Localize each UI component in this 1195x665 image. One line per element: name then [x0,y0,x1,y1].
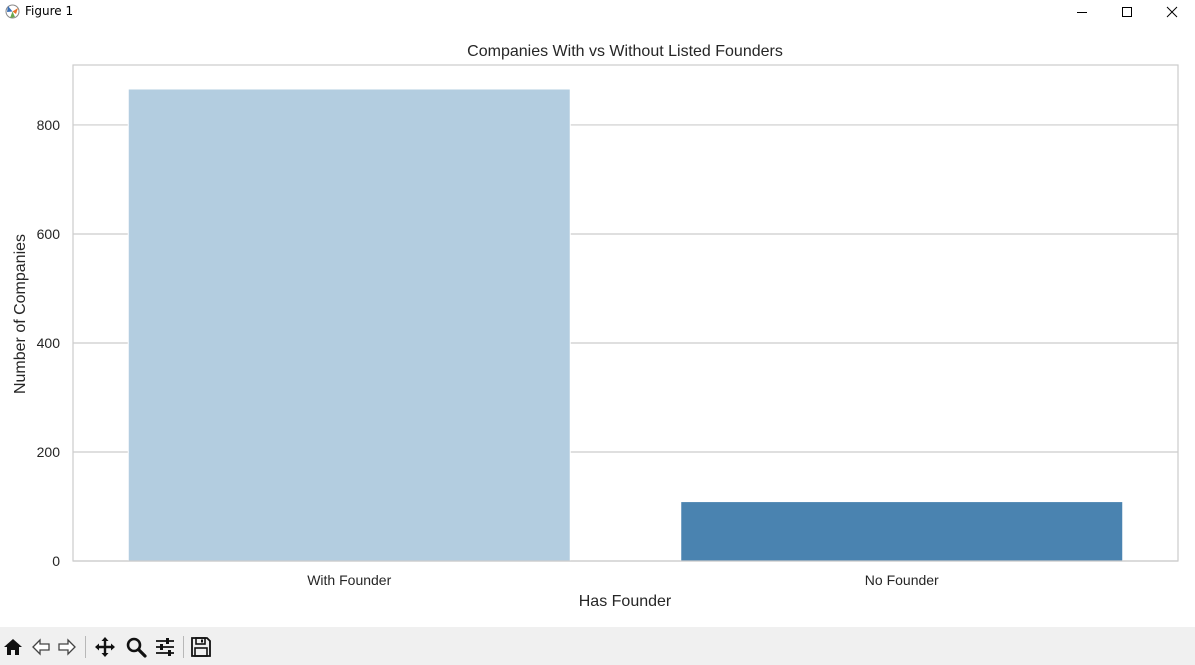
toolbar-separator [183,636,184,658]
zoom-button[interactable] [123,634,149,660]
back-icon [32,638,50,656]
home-icon [4,639,22,655]
home-button[interactable] [0,634,26,660]
y-tick-labels: 0 200 400 600 800 [37,117,61,569]
save-icon [191,637,211,657]
y-tick-label: 400 [37,335,61,351]
close-button[interactable] [1149,0,1195,24]
save-button[interactable] [188,634,214,660]
window-title: Figure 1 [25,4,74,18]
forward-button[interactable] [54,634,80,660]
maximize-icon [1122,7,1132,17]
x-tick-label: No Founder [865,572,939,588]
bar-chart: 0 200 400 600 800 With Founder No Founder Com… [12,43,1179,610]
navigation-toolbar [0,627,1195,665]
x-axis-label: Has Founder [579,593,672,610]
forward-icon [58,638,76,656]
minimize-button[interactable] [1059,0,1105,24]
x-tick-label: With Founder [307,572,391,588]
pan-button[interactable] [92,634,118,660]
bar [680,501,1124,562]
y-axis-label: Number of Companies [12,234,29,394]
axes-frame [72,64,1179,562]
bar [127,88,571,562]
back-button[interactable] [28,634,54,660]
configure-subplots-icon [156,638,174,656]
toolbar-separator [85,636,86,658]
y-tick-label: 0 [52,553,60,569]
y-tick-label: 600 [37,226,61,242]
window-titlebar: Figure 1 [0,0,1195,24]
y-tick-label: 800 [37,117,61,133]
maximize-button[interactable] [1104,0,1150,24]
bars [127,88,1124,562]
x-tick-labels: With Founder No Founder [307,572,939,588]
close-icon [1166,6,1178,18]
matplotlib-app-icon [5,4,20,19]
figure-canvas[interactable]: 0 200 400 600 800 With Founder No Founder Com… [0,24,1195,627]
minimize-icon [1077,12,1087,13]
pan-icon [95,637,115,657]
zoom-icon [126,637,147,658]
configure-subplots-button[interactable] [152,634,178,660]
chart-title: Companies With vs Without Listed Founder… [467,43,783,60]
y-tick-label: 200 [37,444,61,460]
